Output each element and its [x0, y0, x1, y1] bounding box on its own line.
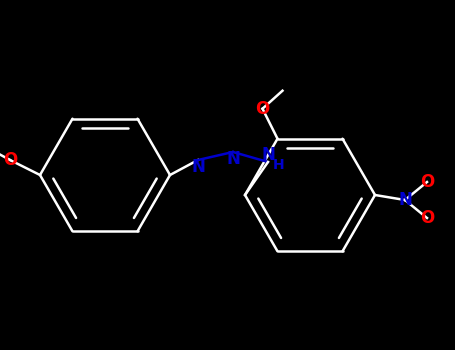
Text: N: N [398, 191, 412, 209]
Text: O: O [255, 100, 270, 118]
Text: N: N [226, 150, 240, 168]
Text: H: H [273, 158, 285, 172]
Text: O: O [3, 151, 17, 169]
Text: N: N [191, 158, 205, 176]
Text: N: N [261, 146, 275, 164]
Text: O: O [420, 173, 434, 191]
Text: O: O [420, 209, 434, 227]
